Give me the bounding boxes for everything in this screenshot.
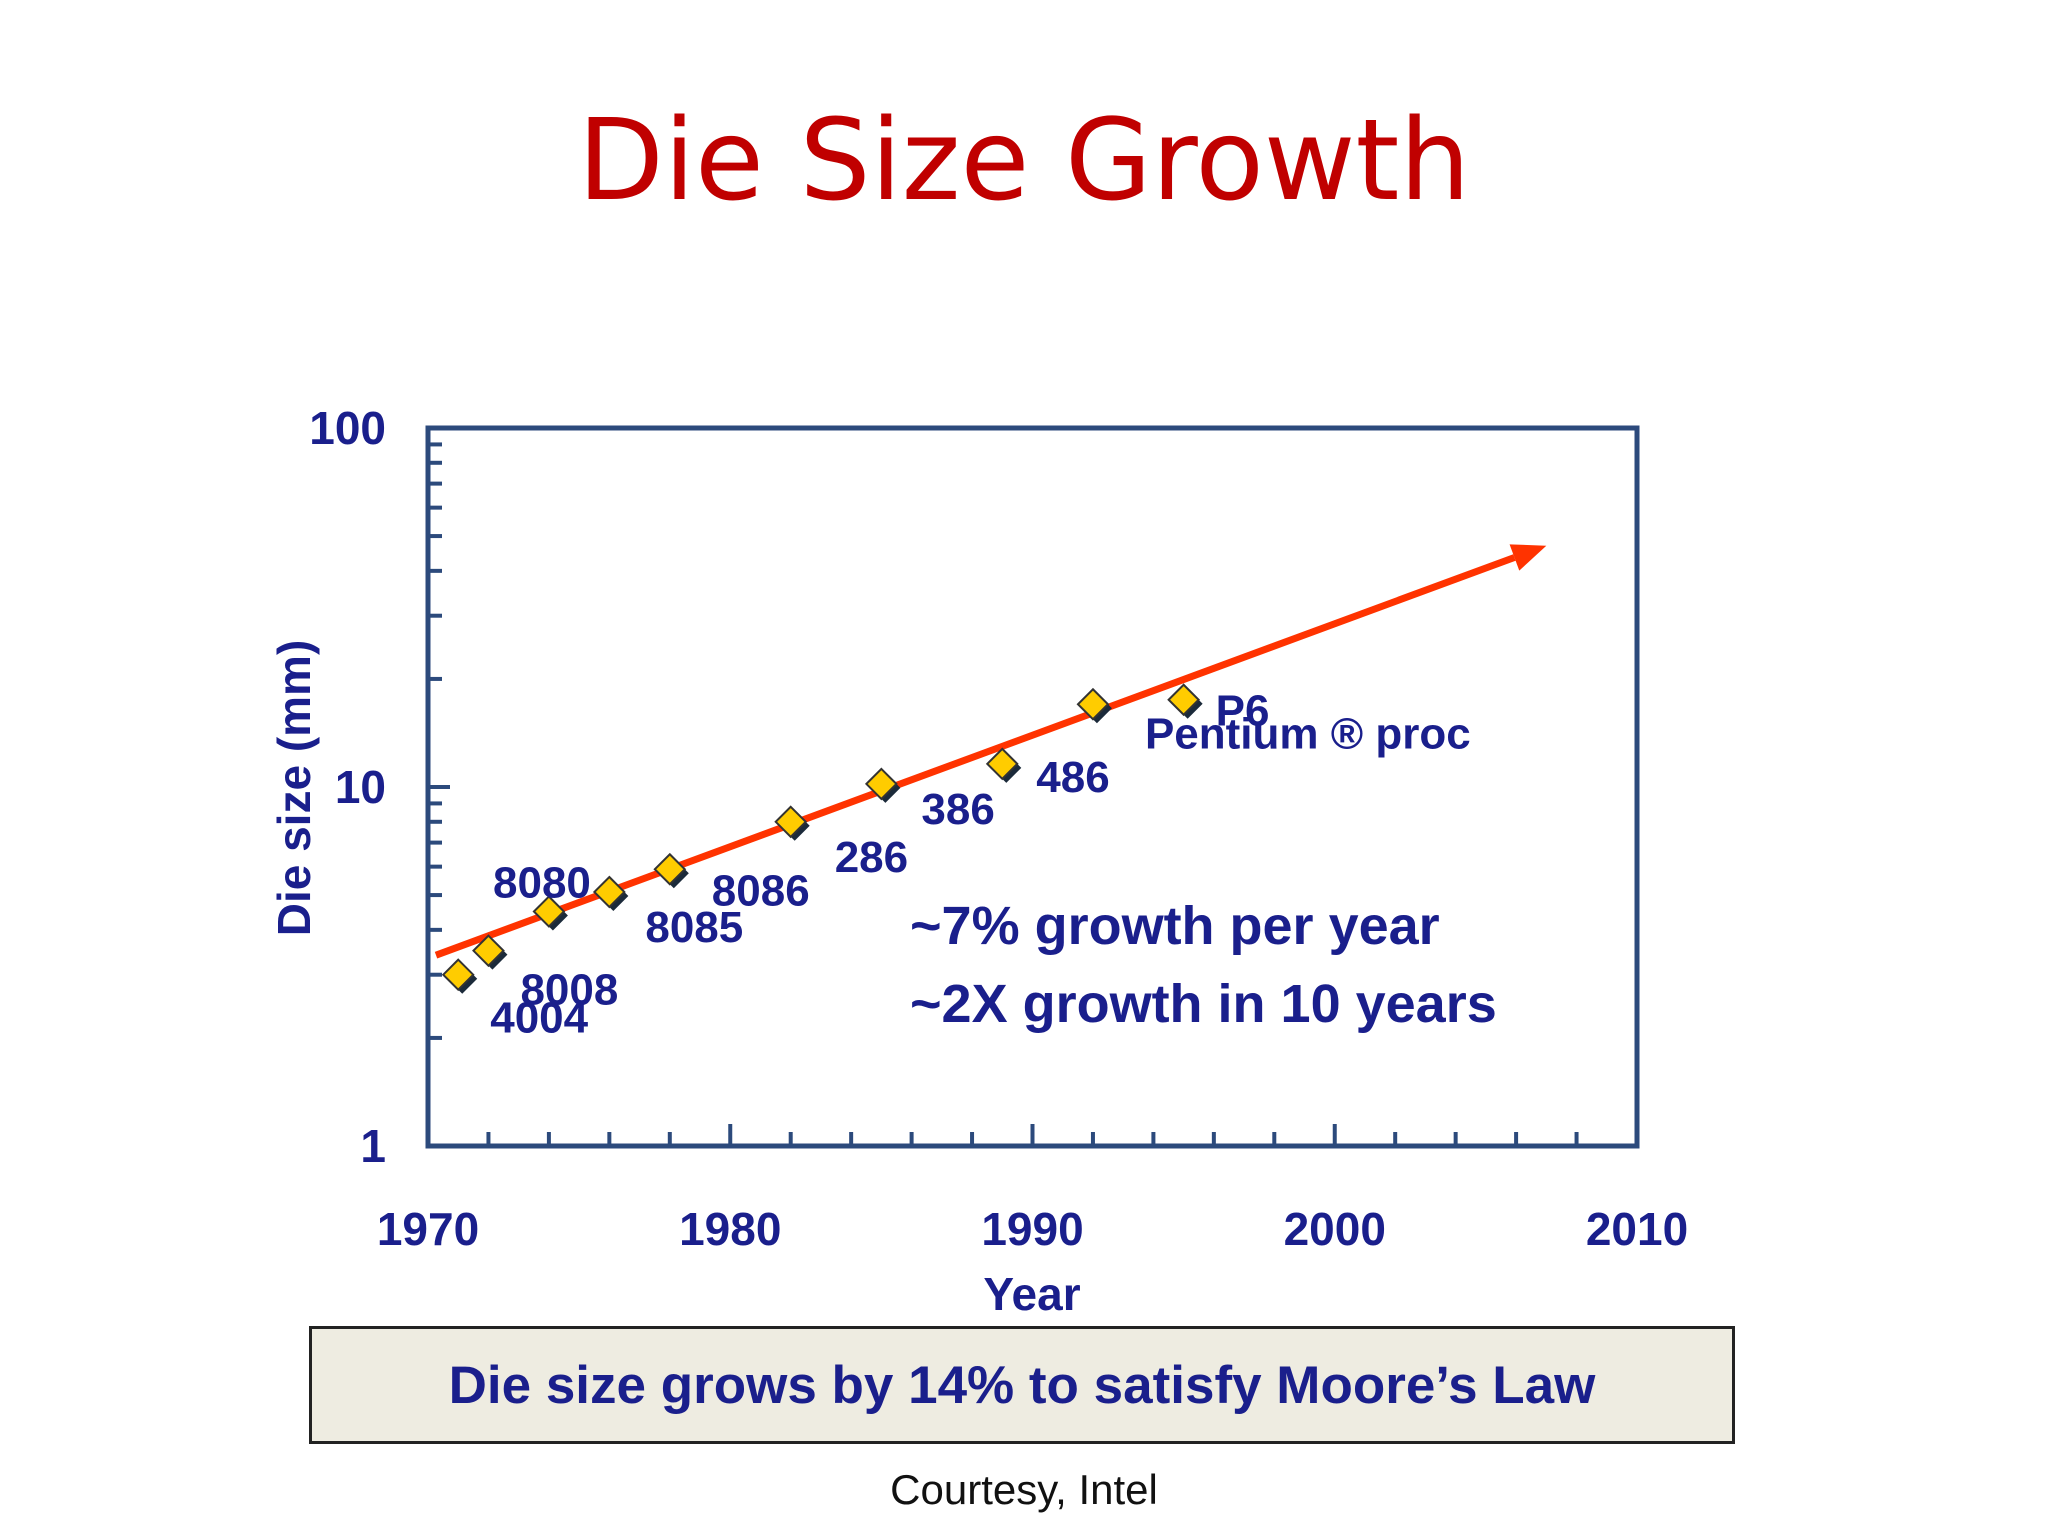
slide-title: Die Size Growth bbox=[577, 96, 1471, 226]
trend-arrowhead bbox=[1509, 544, 1547, 571]
annotation-growth-per-year: ~7% growth per year bbox=[910, 896, 1440, 956]
y-tick-label: 10 bbox=[335, 761, 386, 813]
y-tick-label: 1 bbox=[360, 1120, 386, 1172]
axis-ticks bbox=[426, 442, 1639, 1148]
data-point-marker bbox=[774, 805, 808, 839]
callout-box: Die size grows by 14% to satisfy Moore’s… bbox=[309, 1326, 1735, 1444]
data-point-label: P6 bbox=[1216, 687, 1270, 736]
data-point-label: 286 bbox=[835, 833, 908, 882]
data-point-label: 8086 bbox=[712, 866, 810, 915]
y-tick-label: 100 bbox=[309, 402, 386, 454]
data-point-marker bbox=[532, 895, 566, 928]
x-tick-label: 1980 bbox=[679, 1203, 781, 1255]
plot-frame bbox=[425, 425, 1640, 1149]
annotation-growth-10-years: ~2X growth in 10 years bbox=[910, 974, 1497, 1034]
data-point-marker bbox=[653, 852, 687, 886]
data-point-label: 4004 bbox=[490, 994, 588, 1043]
credit-text: Courtesy, Intel bbox=[890, 1466, 1158, 1513]
x-tick-label: 2000 bbox=[1284, 1203, 1386, 1255]
data-point-marker bbox=[441, 958, 475, 992]
data-point-marker bbox=[985, 747, 1019, 781]
x-tick-label: 2010 bbox=[1586, 1203, 1688, 1255]
data-point-marker bbox=[472, 934, 505, 968]
data-point-marker bbox=[592, 875, 626, 909]
x-tick-label: 1990 bbox=[981, 1203, 1083, 1255]
data-point-marker bbox=[1167, 683, 1201, 717]
data-point-label: Pentium ® proc bbox=[1145, 709, 1471, 758]
data-point-label: 8008 bbox=[520, 966, 618, 1015]
data-point-label: 486 bbox=[1036, 753, 1109, 802]
callout-text: Die size grows by 14% to satisfy Moore’s… bbox=[448, 1355, 1596, 1415]
data-point-label: 386 bbox=[921, 785, 994, 834]
data-point-label: 8080 bbox=[493, 858, 591, 907]
tick-labels: 1970 1980 1990 2000 2010 1 10 100 bbox=[309, 402, 1688, 1255]
y-axis-label: Die size (mm) bbox=[268, 640, 320, 937]
data-point-marker bbox=[1076, 687, 1110, 721]
data-point-label: 8085 bbox=[645, 903, 743, 952]
data-point-marker bbox=[864, 767, 898, 801]
x-tick-label: 1970 bbox=[377, 1203, 479, 1255]
x-axis-label: Year bbox=[983, 1268, 1080, 1320]
